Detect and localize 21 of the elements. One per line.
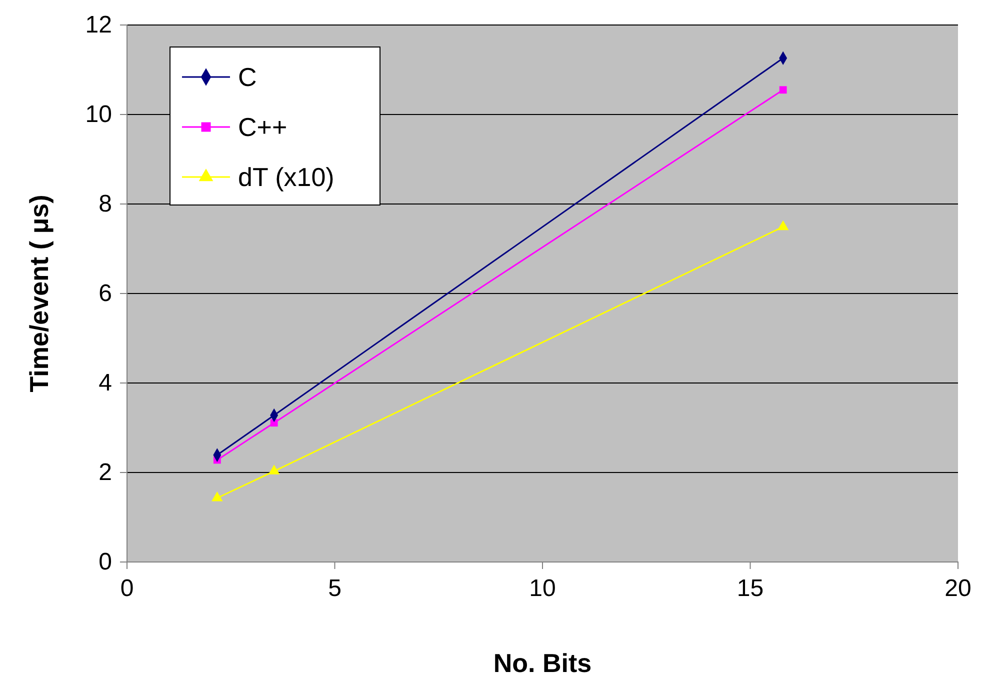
x-tick-label: 5	[328, 575, 342, 602]
y-tick-label: 4	[98, 370, 112, 397]
y-tick-label: 8	[98, 190, 112, 218]
legend-label: C++	[238, 112, 288, 142]
x-tick-label: 10	[529, 575, 556, 602]
legend-label: dT (x10)	[238, 162, 334, 192]
y-tick-label: 2	[98, 459, 112, 486]
y-tick-label: 12	[85, 12, 112, 39]
x-tick-label: 15	[736, 575, 764, 602]
x-axis-title: No. Bits	[493, 648, 592, 678]
point	[779, 86, 787, 94]
x-tick-label: 0	[120, 575, 134, 602]
y-axis-title: Time/event ( μs)	[24, 194, 54, 392]
y-tick-label: 10	[85, 101, 112, 128]
x-tick-label: 20	[944, 575, 972, 602]
legend-label: C	[238, 62, 257, 92]
point	[270, 419, 278, 427]
y-tick-label: 6	[98, 280, 112, 308]
point	[268, 464, 280, 474]
y-tick-label: 0	[98, 548, 112, 576]
point	[212, 492, 223, 502]
